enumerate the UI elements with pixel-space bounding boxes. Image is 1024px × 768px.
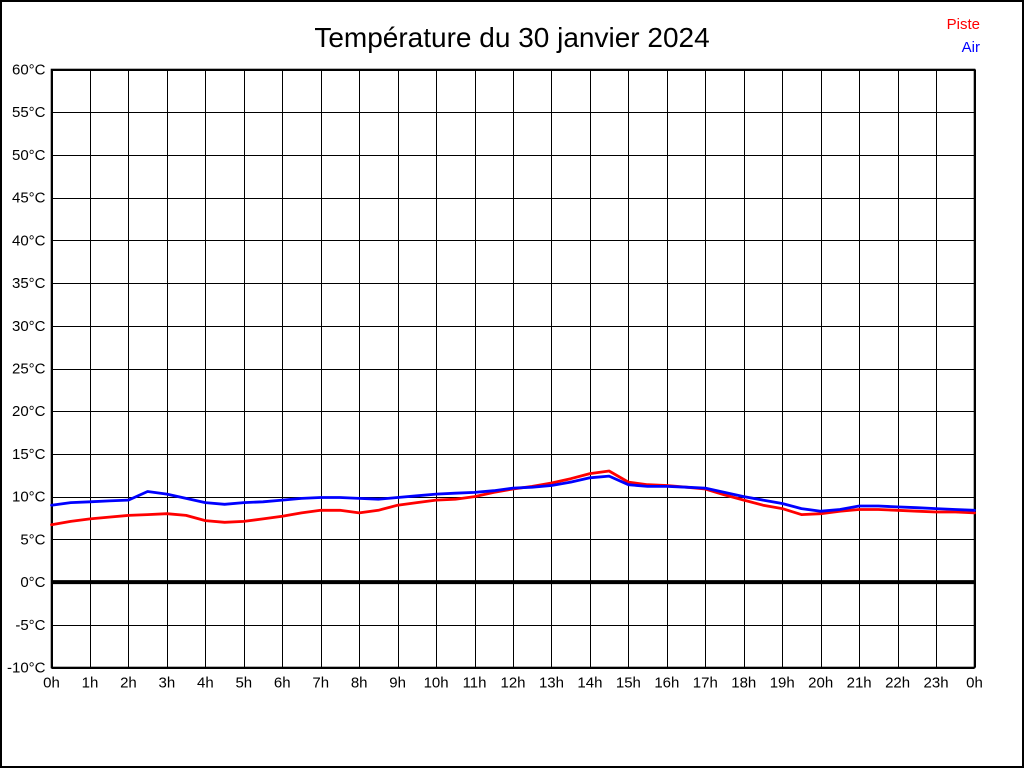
x-tick-label: 1h: [82, 675, 99, 692]
x-tick-label: 2h: [120, 675, 137, 692]
y-tick-label: 25°C: [12, 361, 46, 378]
x-tick-label: 7h: [312, 675, 329, 692]
y-tick-label: 50°C: [12, 147, 46, 164]
x-tick-label: 20h: [808, 675, 833, 692]
legend-label-piste: Piste: [946, 16, 980, 33]
x-tick-label: 17h: [693, 675, 718, 692]
x-tick-label: 22h: [885, 675, 910, 692]
y-tick-label: 10°C: [12, 489, 46, 506]
x-tick-label: 16h: [654, 675, 679, 692]
page-title: Température du 30 janvier 2024: [314, 22, 710, 53]
x-tick-label: 18h: [731, 675, 756, 692]
y-tick-label: 30°C: [12, 318, 46, 335]
x-tick-label: 6h: [274, 675, 291, 692]
x-tick-label: 19h: [770, 675, 795, 692]
x-tick-label: 3h: [159, 675, 176, 692]
y-tick-label: 40°C: [12, 232, 46, 249]
x-tick-label: 10h: [424, 675, 449, 692]
x-tick-label: 14h: [577, 675, 602, 692]
x-tick-label: 13h: [539, 675, 564, 692]
y-tick-label: 15°C: [12, 446, 46, 463]
x-tick-label: 0h: [966, 675, 983, 692]
x-tick-label: 4h: [197, 675, 214, 692]
y-tick-label: 35°C: [12, 275, 46, 292]
y-tick-label: -10°C: [7, 660, 46, 677]
y-tick-label: 5°C: [20, 531, 45, 548]
y-tick-label: 20°C: [12, 403, 46, 420]
x-tick-label: 21h: [847, 675, 872, 692]
x-tick-label: 15h: [616, 675, 641, 692]
x-tick-label: 9h: [389, 675, 406, 692]
y-tick-label: 60°C: [12, 62, 46, 79]
x-tick-label: 12h: [500, 675, 525, 692]
y-tick-label: 45°C: [12, 190, 46, 207]
x-tick-label: 5h: [235, 675, 252, 692]
y-tick-label: 0°C: [20, 574, 45, 591]
x-tick-label: 11h: [463, 675, 487, 692]
y-tick-label: -5°C: [15, 617, 45, 634]
plot-border: [50, 68, 976, 669]
series-line-air: [50, 474, 976, 513]
x-tick-label: 0h: [43, 675, 60, 692]
y-tick-label: 55°C: [12, 104, 46, 121]
legend-label-air: Air: [961, 39, 980, 56]
x-tick-label: 23h: [924, 675, 949, 692]
x-tick-label: 8h: [351, 675, 368, 692]
chart-legend: Piste Air: [947, 13, 980, 59]
